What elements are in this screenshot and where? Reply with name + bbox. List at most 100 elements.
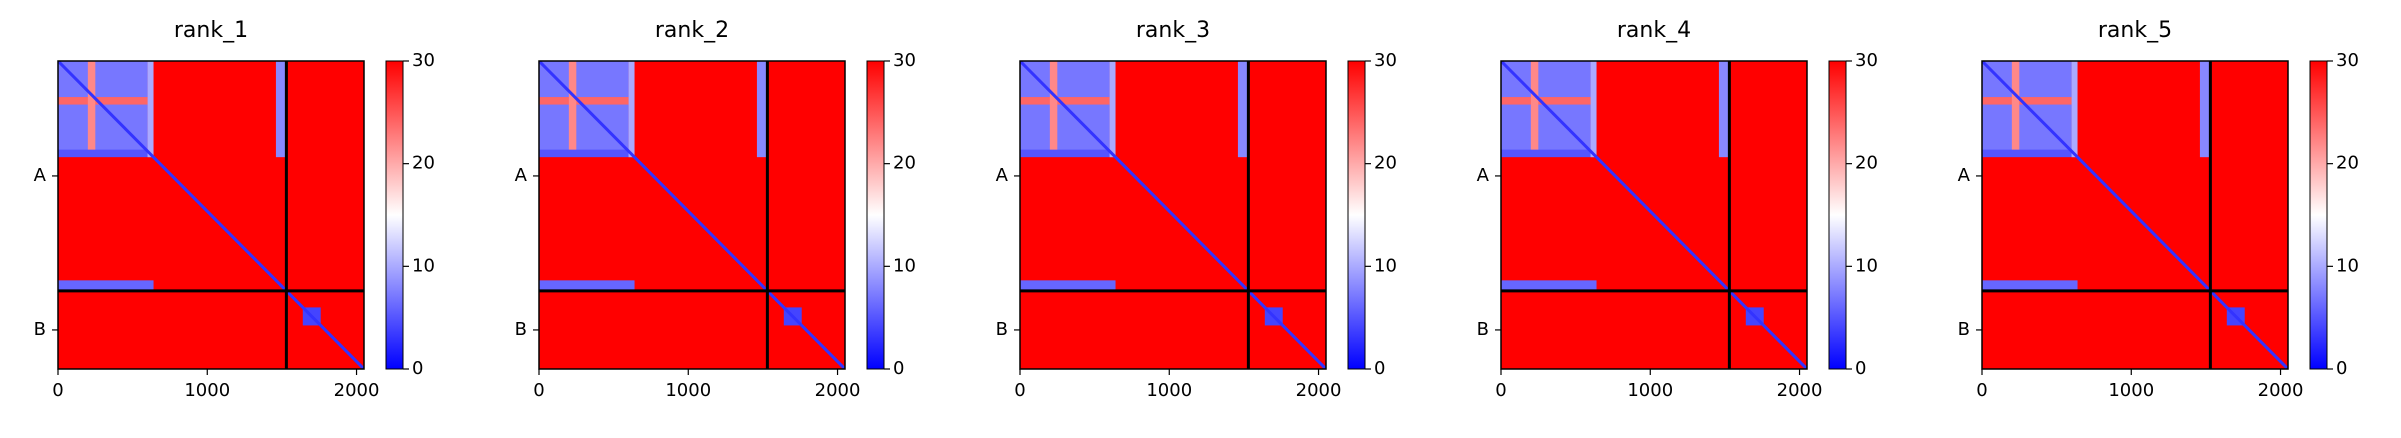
colorbar-gradient [385, 60, 404, 370]
x-tick-label: 1000 [2108, 380, 2154, 401]
axes-frame [538, 60, 846, 370]
axes-frame [1500, 60, 1808, 370]
axes-frame [57, 60, 365, 370]
x-tick-label: 2000 [2258, 380, 2304, 401]
heatmap-cell [1982, 97, 2072, 105]
colorbar-gradient [2309, 60, 2328, 370]
x-tick-label: 1000 [1146, 380, 1192, 401]
heatmap-cell [58, 97, 148, 105]
panel: rank_2 0 1000 2000 A B 0 10 20 30 [515, 18, 916, 401]
heatmap-cell [58, 149, 154, 158]
colorbar-tick-label: 20 [1374, 153, 1397, 174]
colorbar-tick-label: 20 [1855, 153, 1878, 174]
heatmap-cell [1501, 149, 1597, 158]
y-tick-label: A [1958, 165, 1971, 186]
colorbar: 0 10 20 30 [866, 50, 916, 379]
chart-title: rank_2 [655, 18, 729, 43]
colorbar: 0 10 20 30 [1347, 50, 1397, 379]
colorbar: 0 10 20 30 [385, 50, 435, 379]
heatmap [1982, 61, 2288, 369]
colorbar-tick-label: 20 [412, 153, 435, 174]
y-tick-label: A [1477, 165, 1490, 186]
colorbar-tick-label: 10 [1855, 255, 1878, 276]
colorbar-tick-label: 0 [1855, 358, 1866, 379]
diagonal [1982, 61, 2288, 369]
heatmap-cell [539, 149, 635, 158]
y-tick-label: B [515, 319, 527, 340]
colorbar-tick-label: 30 [893, 50, 916, 71]
y-tick-label: B [34, 319, 46, 340]
chart-title: rank_4 [1617, 18, 1691, 43]
colorbar-tick-label: 30 [1855, 50, 1878, 71]
colorbar-gradient [1347, 60, 1366, 370]
x-tick-label: 2000 [1777, 380, 1823, 401]
heatmap-cell [1049, 61, 1058, 152]
x-tick-label: 1000 [1627, 380, 1673, 401]
heatmap-cell [147, 61, 154, 158]
x-tick-label: 2000 [334, 380, 380, 401]
x-tick-label: 1000 [665, 380, 711, 401]
colorbar-tick-label: 20 [893, 153, 916, 174]
heatmap [1020, 61, 1326, 369]
colorbar-gradient [1828, 60, 1847, 370]
x-tick-label: 0 [533, 380, 544, 401]
colorbar-gradient [866, 60, 885, 370]
diagonal [539, 61, 845, 369]
panel: rank_5 0 1000 2000 A B 0 10 20 30 [1958, 18, 2359, 401]
heatmap-cell [628, 61, 635, 158]
heatmap-cell [1501, 280, 1597, 291]
heatmap [539, 61, 845, 369]
heatmap-cell [1109, 61, 1116, 158]
chart-title: rank_1 [174, 18, 248, 43]
panel: rank_4 0 1000 2000 A B 0 10 20 30 [1477, 18, 1878, 401]
heatmap-cell [87, 61, 96, 152]
heatmap-cell [2199, 61, 2211, 158]
diagonal [1501, 61, 1807, 369]
y-tick-label: B [1477, 319, 1489, 340]
heatmap-cell [1020, 149, 1116, 158]
x-tick-label: 2000 [815, 380, 861, 401]
y-tick-label: A [34, 165, 47, 186]
axes-frame [1019, 60, 1327, 370]
heatmap-cell [1501, 97, 1591, 105]
heatmap-cell [568, 61, 577, 152]
heatmap-cell [539, 97, 629, 105]
x-tick-label: 0 [1014, 380, 1025, 401]
colorbar-tick-label: 30 [1374, 50, 1397, 71]
heatmap-cell [1982, 149, 2078, 158]
colorbar-tick-label: 10 [893, 255, 916, 276]
heatmap-cell [2011, 61, 2020, 152]
x-tick-label: 2000 [1296, 380, 1342, 401]
y-tick-label: B [996, 319, 1008, 340]
heatmap-cell [1530, 61, 1539, 152]
heatmap-cell [1982, 280, 2078, 291]
heatmap [1501, 61, 1807, 369]
colorbar: 0 10 20 30 [2309, 50, 2359, 379]
heatmap-cell [539, 280, 635, 291]
heatmap-cell [58, 280, 154, 291]
colorbar-tick-label: 10 [2336, 255, 2359, 276]
y-tick-label: A [996, 165, 1009, 186]
colorbar-tick-label: 30 [2336, 50, 2359, 71]
colorbar-tick-label: 0 [2336, 358, 2347, 379]
heatmap-cell [2071, 61, 2078, 158]
heatmap-cell [275, 61, 287, 158]
y-tick-label: B [1958, 319, 1970, 340]
colorbar-tick-label: 10 [1374, 255, 1397, 276]
colorbar-tick-label: 20 [2336, 153, 2359, 174]
panel: rank_3 0 1000 2000 A B 0 10 20 30 [996, 18, 1397, 401]
heatmap-cell [756, 61, 768, 158]
diagonal [1020, 61, 1326, 369]
diagonal [58, 61, 364, 369]
heatmap-cell [1590, 61, 1597, 158]
x-tick-label: 0 [1976, 380, 1987, 401]
heatmap [58, 61, 364, 369]
panel: rank_1 0 1000 2000 A B 0 10 20 30 [34, 18, 435, 401]
colorbar-tick-label: 0 [1374, 358, 1385, 379]
chart-title: rank_3 [1136, 18, 1210, 43]
x-tick-label: 0 [1495, 380, 1506, 401]
colorbar: 0 10 20 30 [1828, 50, 1878, 379]
colorbar-tick-label: 30 [412, 50, 435, 71]
heatmap-cell [1020, 280, 1116, 291]
